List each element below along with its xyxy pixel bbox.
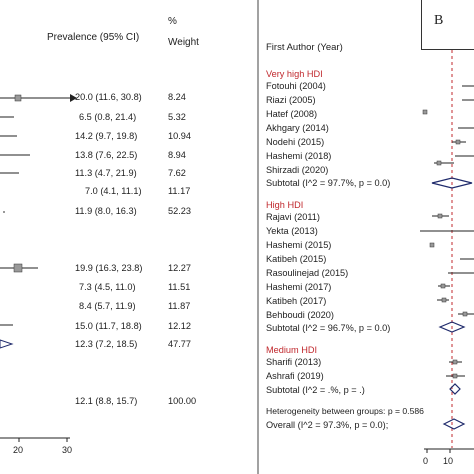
overall-label: Overall (I^2 = 97.3%, p = 0.0); bbox=[266, 420, 389, 430]
study-label: Sharifi (2013) bbox=[266, 357, 322, 367]
panel-label-box bbox=[421, 0, 474, 50]
left-row-ci: 11.9 (8.0, 16.3) bbox=[75, 206, 137, 216]
group-heading-very-high-hdi: Very high HDI bbox=[266, 69, 323, 79]
heterogeneity-text: Heterogeneity between groups: p = 0.586 bbox=[266, 406, 424, 416]
weight-header: Weight bbox=[168, 37, 199, 48]
left-row-ci: 8.4 (5.7, 11.9) bbox=[79, 301, 136, 311]
left-plot-marks bbox=[0, 94, 77, 442]
left-overall-ci: 12.1 (8.8, 15.7) bbox=[75, 396, 138, 406]
left-overall-weight: 100.00 bbox=[168, 396, 197, 406]
left-row-ci: 15.0 (11.7, 18.8) bbox=[75, 321, 142, 331]
right-axis-tick: 10 bbox=[443, 456, 454, 466]
left-row-weight: 12.12 bbox=[168, 321, 191, 331]
study-label: Nodehi (2015) bbox=[266, 137, 325, 147]
study-point-box bbox=[441, 297, 447, 303]
study-label: Hashemi (2017) bbox=[266, 282, 332, 292]
study-label: Fotouhi (2004) bbox=[266, 81, 326, 91]
subtotal-diamond bbox=[438, 321, 466, 333]
left-row-ci: 6.5 (0.8, 21.4) bbox=[79, 112, 137, 122]
study-point-box bbox=[436, 160, 442, 166]
study-point-box bbox=[429, 242, 435, 248]
study-label: Hashemi (2018) bbox=[266, 151, 332, 161]
study-label: Yekta (2013) bbox=[266, 226, 318, 236]
left-row-weight: 12.27 bbox=[168, 263, 191, 273]
left-row-weight: 11.87 bbox=[168, 301, 191, 311]
left-row-weight: 5.32 bbox=[168, 112, 186, 122]
right-axis-tick: 0 bbox=[423, 456, 429, 466]
study-label: Riazi (2005) bbox=[266, 95, 316, 105]
left-row-ci: 7.3 (4.5, 11.0) bbox=[79, 282, 136, 292]
left-row-ci: 13.8 (7.6, 22.5) bbox=[75, 150, 138, 160]
left-row-ci: 7.0 (4.1, 11.1) bbox=[85, 186, 142, 196]
left-row-ci: 20.0 (11.6, 30.8) bbox=[75, 92, 142, 102]
study-label: Akhgary (2014) bbox=[266, 123, 329, 133]
subtotal-label: Subtotal (I^2 = 97.7%, p = 0.0) bbox=[266, 178, 391, 188]
left-row-ci: 12.3 (7.2, 18.5) bbox=[75, 339, 138, 349]
left-row-weight: 52.23 bbox=[168, 206, 191, 216]
study-label: Rajavi (2011) bbox=[266, 212, 320, 222]
left-row-ci: 11.3 (4.7, 21.9) bbox=[75, 168, 137, 178]
subtotal-label: Subtotal (I^2 = 96.7%, p = 0.0) bbox=[266, 323, 391, 333]
study-point-box bbox=[437, 213, 443, 219]
prevalence-header: Prevalence (95% CI) bbox=[47, 32, 140, 43]
study-point-box bbox=[422, 109, 428, 115]
study-point-box bbox=[455, 139, 461, 145]
left-subtotal-diamond bbox=[0, 339, 14, 349]
study-label: Hatef (2008) bbox=[266, 109, 318, 119]
subtotal-diamond bbox=[449, 383, 461, 395]
subtotal-diamond bbox=[431, 177, 473, 189]
left-row-weight: 8.94 bbox=[168, 150, 186, 160]
overall-diamond bbox=[442, 418, 466, 430]
left-ci-arrow bbox=[70, 94, 77, 102]
study-point-box bbox=[440, 283, 446, 289]
left-row-ci: 14.2 (9.7, 19.8) bbox=[75, 131, 138, 141]
left-row-weight: 8.24 bbox=[168, 92, 186, 102]
percent-header: % bbox=[168, 16, 177, 27]
group-heading-medium-hdi: Medium HDI bbox=[266, 345, 318, 355]
study-label: Katibeh (2015) bbox=[266, 254, 327, 264]
first-author-header: First Author (Year) bbox=[266, 42, 343, 53]
left-point-box bbox=[13, 263, 23, 273]
left-axis-tick: 20 bbox=[13, 445, 24, 455]
panel-label: B bbox=[434, 13, 444, 28]
left-row-weight: 11.51 bbox=[168, 282, 191, 292]
left-row-weight: 7.62 bbox=[168, 168, 186, 178]
subtotal-label: Subtotal (I^2 = .%, p = .) bbox=[266, 385, 365, 395]
study-label: Hashemi (2015) bbox=[266, 240, 332, 250]
left-row-weight: 10.94 bbox=[168, 131, 191, 141]
study-label: Ashrafi (2019) bbox=[266, 371, 324, 381]
study-label: Behboudi (2020) bbox=[266, 310, 334, 320]
left-axis-tick: 30 bbox=[62, 445, 73, 455]
left-point-box bbox=[14, 94, 22, 102]
left-row-weight: 47.77 bbox=[168, 339, 191, 349]
study-label: Katibeh (2017) bbox=[266, 296, 327, 306]
study-point-box bbox=[462, 311, 468, 317]
study-point-box bbox=[452, 373, 458, 379]
left-point-box bbox=[3, 211, 5, 213]
right-plot-marks bbox=[257, 0, 474, 474]
study-point-box bbox=[452, 359, 458, 365]
study-label: Shirzadi (2020) bbox=[266, 165, 329, 175]
left-row-ci: 19.9 (16.3, 23.8) bbox=[75, 263, 143, 273]
group-heading-high-hdi: High HDI bbox=[266, 200, 304, 210]
left-row-weight: 11.17 bbox=[168, 186, 191, 196]
study-label: Rasoulinejad (2015) bbox=[266, 268, 349, 278]
